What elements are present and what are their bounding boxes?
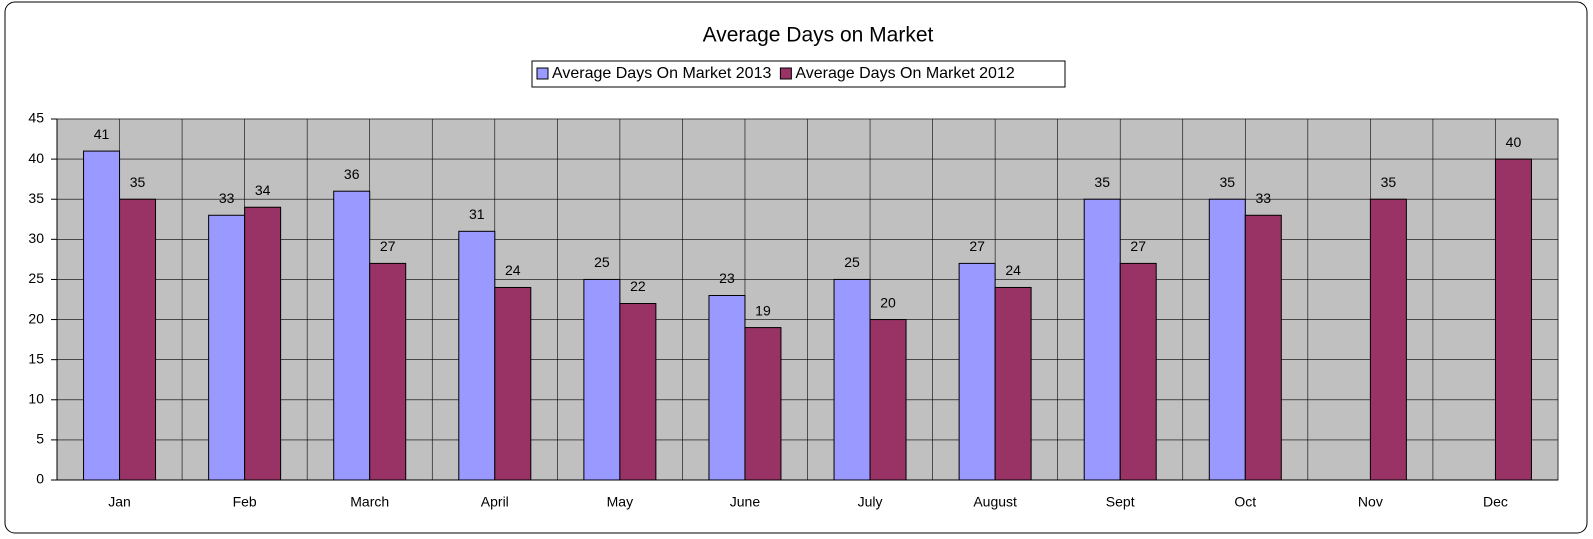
bar <box>83 150 121 481</box>
legend-box <box>531 60 1066 88</box>
bar <box>494 286 532 481</box>
data-label: 22 <box>630 278 646 294</box>
data-label: 27 <box>969 238 985 254</box>
legend-label: Average Days On Market 2012 <box>795 65 1014 82</box>
bar <box>1083 198 1121 481</box>
legend-label: Average Days On Market 2013 <box>552 65 771 82</box>
data-label: 20 <box>880 294 896 310</box>
data-label: 24 <box>505 262 521 278</box>
data-label: 33 <box>1256 190 1272 206</box>
bar <box>619 303 657 481</box>
legend-swatch <box>779 67 792 80</box>
y-tick-label: 10 <box>28 390 44 406</box>
data-label: 41 <box>94 126 110 142</box>
data-label: 35 <box>1381 174 1397 190</box>
y-tick-label: 35 <box>28 190 44 206</box>
data-label: 24 <box>1005 262 1021 278</box>
bar <box>833 278 871 481</box>
bar <box>869 319 907 481</box>
bar <box>583 278 621 481</box>
y-tick-label: 15 <box>28 350 44 366</box>
data-label: 36 <box>344 166 360 182</box>
x-tick-label: Oct <box>1234 494 1256 510</box>
data-label: 19 <box>755 302 771 318</box>
bar <box>958 262 996 481</box>
y-tick-label: 40 <box>28 150 44 166</box>
x-tick-label: July <box>858 494 883 510</box>
y-tick-label: 25 <box>28 270 44 286</box>
y-tick-label: 0 <box>36 471 44 487</box>
bar <box>208 214 246 481</box>
y-tick-label: 20 <box>28 310 44 326</box>
x-tick-label: April <box>481 494 509 510</box>
legend-swatch <box>536 67 549 80</box>
bar <box>744 327 782 481</box>
x-tick-label: Nov <box>1358 494 1383 510</box>
data-label: 27 <box>380 238 396 254</box>
data-label: 40 <box>1506 134 1522 150</box>
bar <box>458 230 496 481</box>
bar <box>1244 214 1282 481</box>
bar <box>1119 262 1157 481</box>
x-tick-label: May <box>607 494 633 510</box>
y-tick-label: 5 <box>36 431 44 447</box>
x-tick-label: Dec <box>1483 494 1508 510</box>
data-label: 25 <box>594 254 610 270</box>
data-label: 35 <box>130 174 146 190</box>
data-label: 35 <box>1094 174 1110 190</box>
y-tick-label: 30 <box>28 230 44 246</box>
x-tick-label: Feb <box>233 494 257 510</box>
bar <box>333 190 371 481</box>
data-label: 33 <box>219 190 235 206</box>
bar <box>1494 158 1532 481</box>
bar <box>994 286 1032 481</box>
y-tick-label: 45 <box>28 110 44 126</box>
chart-title: Average Days on Market <box>703 24 934 47</box>
x-tick-label: August <box>973 494 1017 510</box>
data-label: 35 <box>1220 174 1236 190</box>
data-label: 25 <box>844 254 860 270</box>
data-label: 31 <box>469 206 485 222</box>
x-tick-label: June <box>730 494 761 510</box>
bar <box>708 294 746 481</box>
bar <box>369 262 407 481</box>
x-tick-label: Jan <box>108 494 131 510</box>
data-label: 34 <box>255 182 271 198</box>
bar <box>1369 198 1407 481</box>
x-tick-label: Sept <box>1106 494 1135 510</box>
data-label: 23 <box>719 270 735 286</box>
bar <box>244 206 282 481</box>
bar <box>1208 198 1246 481</box>
data-label: 27 <box>1130 238 1146 254</box>
x-tick-label: March <box>350 494 389 510</box>
bar <box>119 198 157 481</box>
